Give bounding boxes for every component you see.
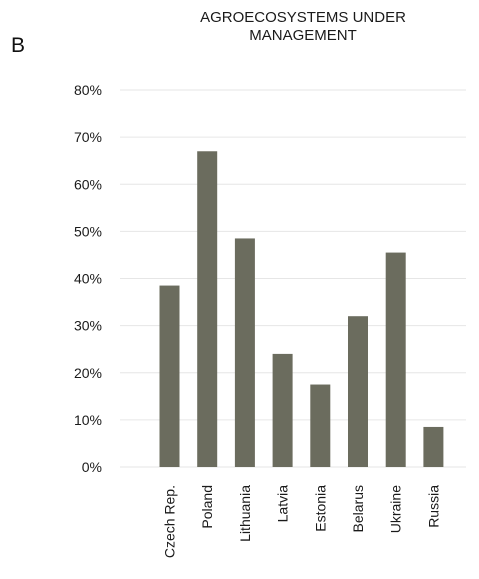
x-category-label: Czech Rep. xyxy=(162,485,178,558)
x-category-label: Lithuania xyxy=(237,485,253,542)
y-tick-label: 70% xyxy=(74,129,102,145)
x-category-label: Estonia xyxy=(312,485,328,532)
x-axis-labels: Czech Rep. Poland Lithuania Latvia Estonia Be… xyxy=(162,485,442,558)
y-tick-label: 20% xyxy=(74,365,102,381)
bar-ukraine xyxy=(385,252,406,467)
bar-belarus xyxy=(348,316,368,467)
y-tick-label: 60% xyxy=(74,176,102,192)
x-category-label: Poland xyxy=(199,485,215,529)
y-tick-label: 50% xyxy=(74,223,102,239)
x-category-label: Belarus xyxy=(350,485,366,532)
x-category-label: Latvia xyxy=(275,485,291,523)
x-category-label: Russia xyxy=(425,485,441,528)
panel-label: B xyxy=(11,34,26,57)
bar-lithuania xyxy=(234,238,255,467)
y-axis-ticks: 0% 10% 20% 30% 40% 50% 60% 70% 80% xyxy=(74,82,102,475)
bar-russia xyxy=(423,426,444,467)
y-tick-label: 40% xyxy=(74,271,102,287)
y-tick-label: 30% xyxy=(74,318,102,334)
bar-poland xyxy=(197,151,218,467)
bar-estonia xyxy=(310,384,331,467)
bar-latvia xyxy=(272,353,293,467)
y-tick-label: 0% xyxy=(82,459,102,475)
x-category-label: Ukraine xyxy=(388,485,404,533)
chart-title-line: AGROECOSYSTEMS UNDER xyxy=(200,9,406,26)
bars xyxy=(159,151,444,467)
y-tick-label: 80% xyxy=(74,82,102,98)
bar-czech-rep xyxy=(159,285,180,467)
chart-title-line: MANAGEMENT xyxy=(249,27,357,44)
y-tick-label: 10% xyxy=(74,412,102,428)
gridlines xyxy=(120,89,466,468)
